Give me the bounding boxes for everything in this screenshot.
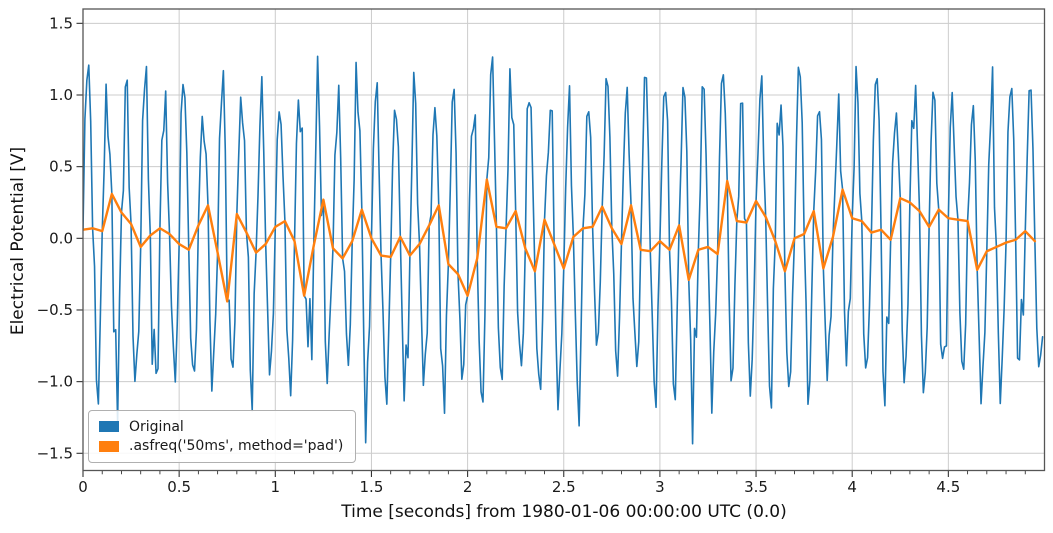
y-tick-label: −1.0 — [37, 373, 73, 391]
x-tick-label: 0 — [78, 478, 88, 496]
x-tick-label: 3 — [655, 478, 665, 496]
legend-label-original: Original — [129, 418, 184, 435]
tick-labels: 0 0.5 1 1.5 2 2.5 3 3.5 4 4.5 1.5 1.0 0.5 0.0 −0.5 −1.0… — [37, 14, 961, 496]
original-series-line — [83, 55, 1044, 445]
y-tick-label: 1.5 — [49, 14, 73, 32]
original-series-swatch — [99, 421, 119, 433]
x-tick-label: 2.5 — [552, 478, 576, 496]
y-tick-label: −0.5 — [37, 301, 73, 319]
y-tick-label: 1.0 — [49, 86, 73, 104]
legend-item-resampled: .asfreq('50ms', method='pad') — [99, 438, 345, 454]
plot-border — [82, 8, 1046, 472]
x-tick-label: 1 — [271, 478, 281, 496]
x-tick-label: 2 — [463, 478, 473, 496]
x-tick-label: 4.5 — [936, 478, 960, 496]
legend-label-resampled: .asfreq('50ms', method='pad') — [129, 438, 344, 455]
resampled-series-line — [83, 178, 1037, 303]
legend-item-original: Original — [99, 419, 345, 435]
y-axis-label: Electrical Potential [V] — [8, 146, 28, 336]
y-tick-label: 0.0 — [49, 229, 73, 247]
legend[interactable]: Original .asfreq('50ms', method='pad') — [88, 410, 356, 463]
x-tick-label: 1.5 — [360, 478, 384, 496]
y-tick-label: −1.5 — [37, 444, 73, 462]
x-tick-label: 0.5 — [167, 478, 191, 496]
x-axis-label: Time [seconds] from 1980-01-06 00:00:00 … — [341, 502, 787, 522]
x-tick-label: 4 — [847, 478, 857, 496]
resampled-series-swatch — [99, 440, 119, 452]
y-tick-label: 0.5 — [49, 158, 73, 176]
x-tick-label: 3.5 — [744, 478, 768, 496]
axis-ticks — [76, 22, 1026, 477]
